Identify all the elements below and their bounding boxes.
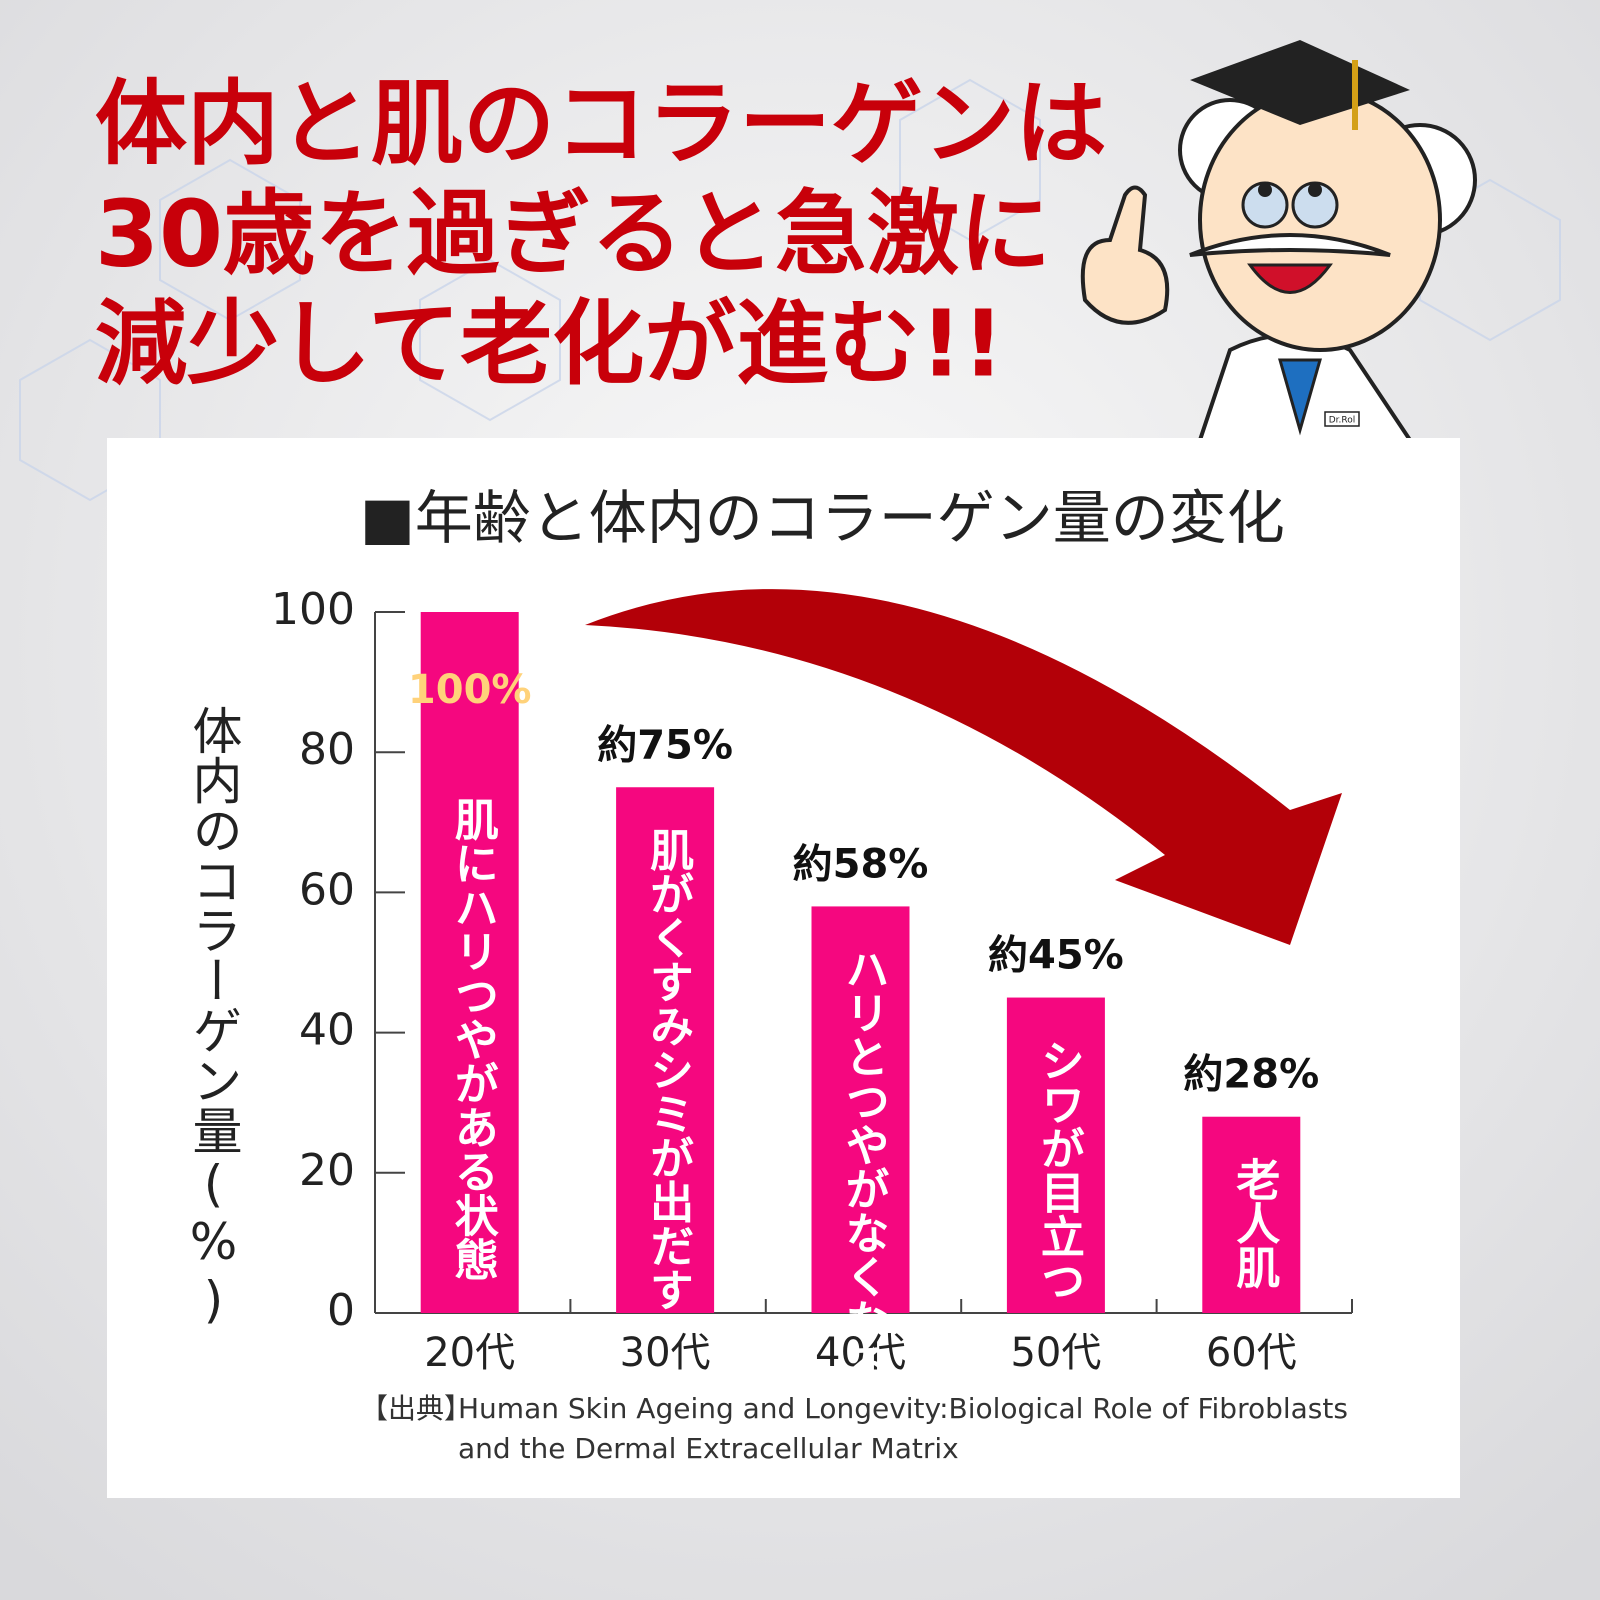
bar	[616, 787, 715, 1313]
bar-annotation: シワが目立つ	[1033, 1038, 1084, 1302]
bar	[811, 906, 910, 1313]
badge-text: Dr.Rol	[1329, 416, 1356, 426]
y-tick-label: 40	[299, 1005, 355, 1056]
y-tick-label: 20	[299, 1145, 355, 1196]
source-text: Human Skin Ageing and Longevity:Biologic…	[458, 1392, 1348, 1425]
x-tick-label: 30代	[620, 1330, 711, 1376]
value-label: 約28%	[1183, 1052, 1319, 1098]
category-dividers	[569, 1299, 1353, 1313]
value-label: 約45%	[988, 933, 1124, 979]
value-label: 約75%	[597, 722, 733, 768]
x-tick-label: 60代	[1206, 1330, 1297, 1376]
bar	[1202, 1116, 1301, 1313]
x-tick-label: 20代	[424, 1330, 515, 1376]
bar-annotation: 老人肌	[1228, 1156, 1280, 1289]
y-tick-label: 0	[327, 1285, 355, 1336]
value-label: 100%	[408, 667, 532, 713]
headline: 体内と肌のコラーゲンは	[95, 70, 1107, 177]
chart-title: ■年齢と体内のコラーゲン量の変化	[360, 484, 1285, 552]
headline: 30歳を過ぎると急激に	[95, 180, 1051, 287]
bar	[420, 612, 519, 1313]
bar-annotation: ハリとつやがなくなる	[838, 946, 889, 1386]
doctor-illustration: Dr.Rol	[1080, 40, 1477, 442]
source-text: and the Dermal Extracellular Matrix	[458, 1432, 959, 1465]
hex-pattern	[19, 78, 1561, 502]
y-axis-label: 体内のコラーゲン量(%)	[185, 705, 243, 1329]
value-label: 約58%	[793, 841, 929, 887]
x-tick-label: 50代	[1010, 1330, 1101, 1376]
headline: 減少して老化が進む!!	[95, 290, 1004, 397]
trend-arrow	[585, 589, 1342, 945]
bar-annotation: 肌にハリつやがある状態	[447, 797, 499, 1281]
y-tick-label: 60	[299, 864, 355, 915]
bar-annotation: 肌がくすみシミが出だす	[642, 827, 694, 1311]
x-tick-label: 40代	[815, 1330, 906, 1376]
source-prefix: 【出典】	[360, 1392, 472, 1425]
y-tick-label: 80	[299, 724, 355, 775]
y-tick-label: 100	[271, 584, 355, 635]
bar	[1006, 997, 1105, 1313]
